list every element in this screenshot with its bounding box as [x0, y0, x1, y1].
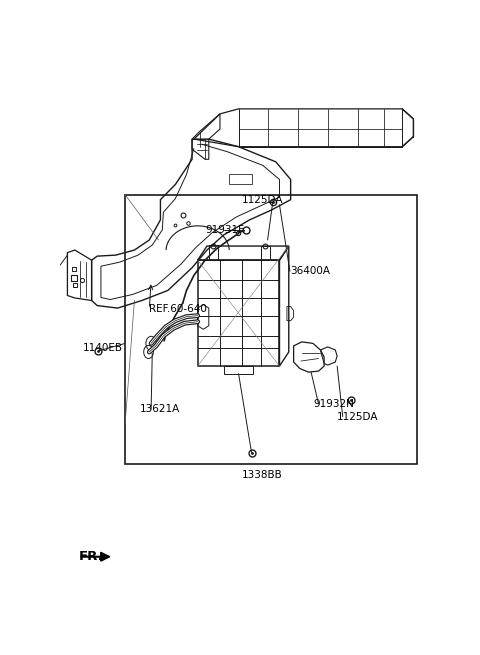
- Bar: [125, 195, 417, 464]
- Text: REF.60-640: REF.60-640: [149, 304, 207, 314]
- Text: 1125DA: 1125DA: [242, 195, 284, 204]
- Text: 1140EB: 1140EB: [83, 343, 122, 354]
- Text: 36400A: 36400A: [290, 267, 331, 276]
- Text: FR.: FR.: [79, 550, 103, 563]
- Text: 91931F: 91931F: [205, 225, 244, 235]
- Bar: [229, 174, 252, 183]
- Text: 1125DA: 1125DA: [337, 411, 379, 422]
- Text: 91932N: 91932N: [313, 399, 354, 409]
- Text: 1338BB: 1338BB: [242, 470, 283, 479]
- Text: 13621A: 13621A: [140, 404, 180, 414]
